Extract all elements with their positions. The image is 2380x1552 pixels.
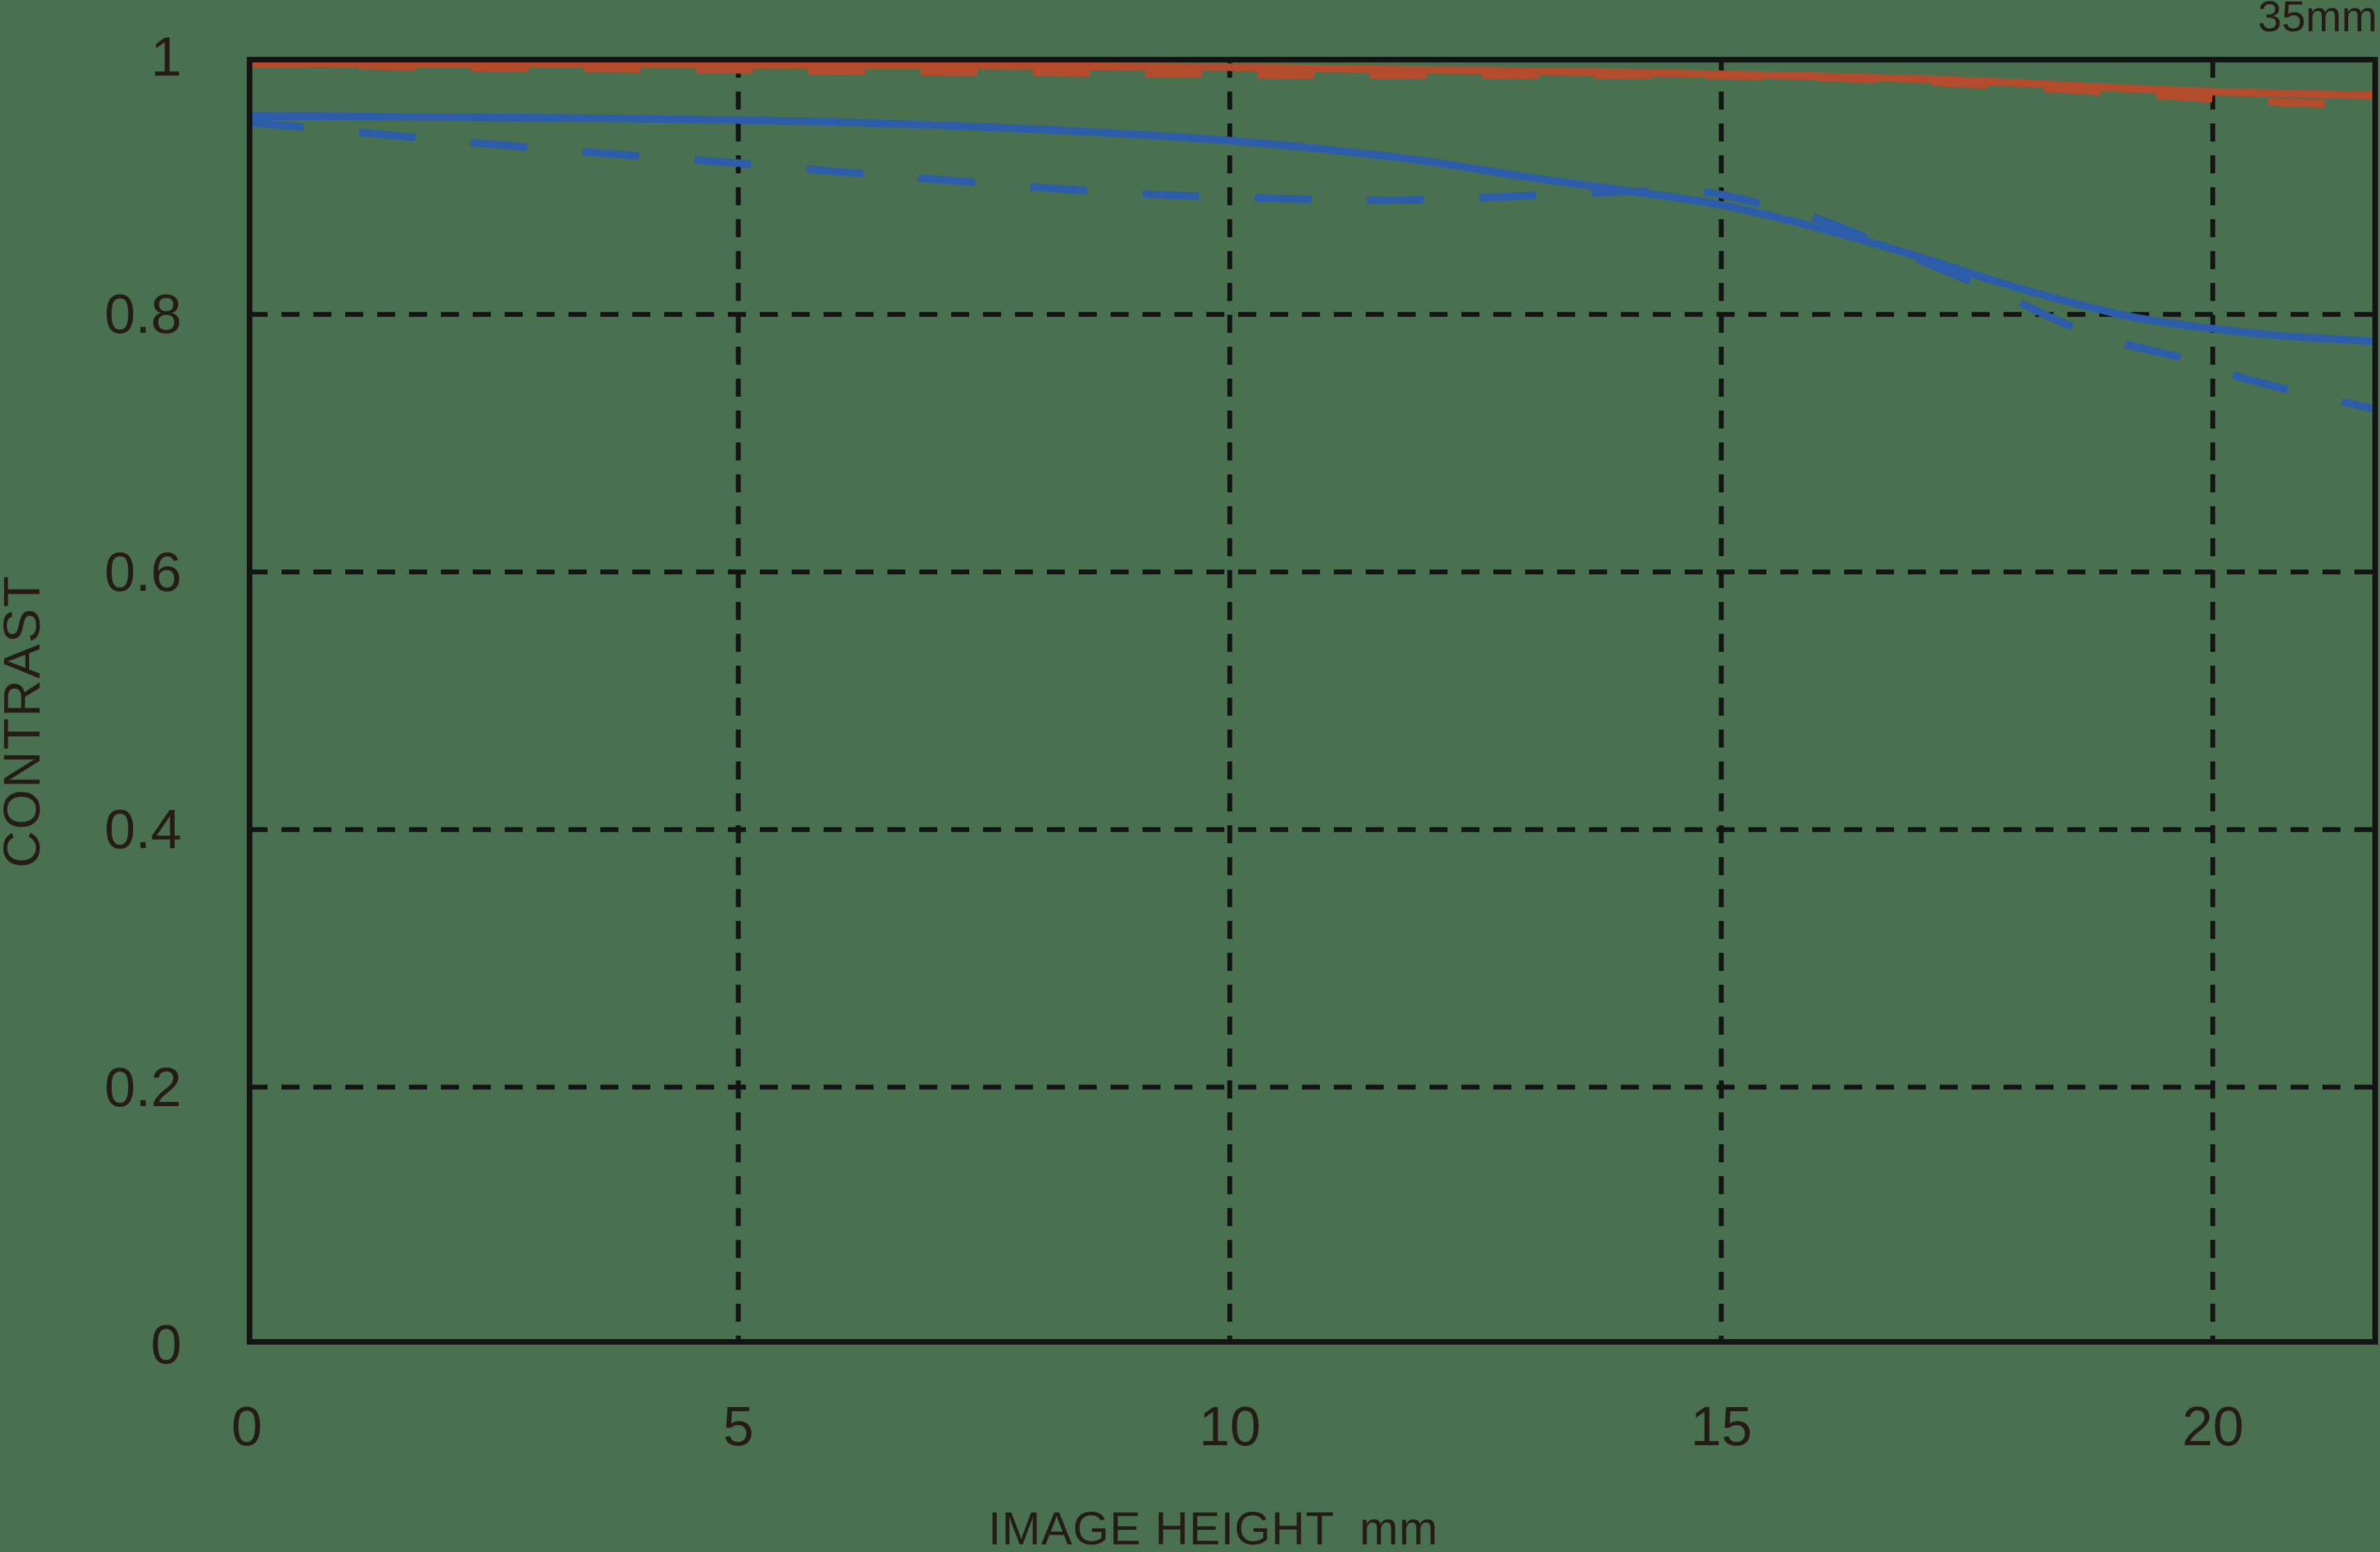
y-tick-label-0-6: 0.6 xyxy=(104,541,182,603)
x-axis-unit-label: mm xyxy=(1360,1503,1439,1552)
mtf-curves xyxy=(246,59,2379,414)
x-tick-label-20: 20 xyxy=(2182,1395,2244,1457)
y-tick-label-0-8: 0.8 xyxy=(104,283,182,345)
x-tick-label-15: 15 xyxy=(1690,1395,1753,1457)
y-tick-label-1: 1 xyxy=(150,26,182,87)
curve-red-solid xyxy=(246,59,2379,100)
y-tick-label-0-2: 0.2 xyxy=(104,1056,182,1118)
plot-frame xyxy=(247,57,2378,1345)
x-tick-label-10: 10 xyxy=(1199,1395,1261,1457)
curve-blue-solid xyxy=(246,112,2379,345)
x-tick-label-0: 0 xyxy=(231,1395,263,1457)
x-axis-title: IMAGE HEIGHT mm xyxy=(797,1506,1629,1552)
gridlines xyxy=(250,60,2375,1342)
curve-blue-dashed xyxy=(246,119,2379,414)
y-tick-label-0: 0 xyxy=(150,1313,182,1375)
y-tick-label-0-4: 0.4 xyxy=(104,798,182,860)
x-axis-title-text: IMAGE HEIGHT xyxy=(988,1503,1335,1552)
focal-length-label: 35mm xyxy=(2257,0,2377,41)
x-tick-label-5: 5 xyxy=(722,1395,754,1457)
curve-red-dashed xyxy=(246,59,2379,110)
